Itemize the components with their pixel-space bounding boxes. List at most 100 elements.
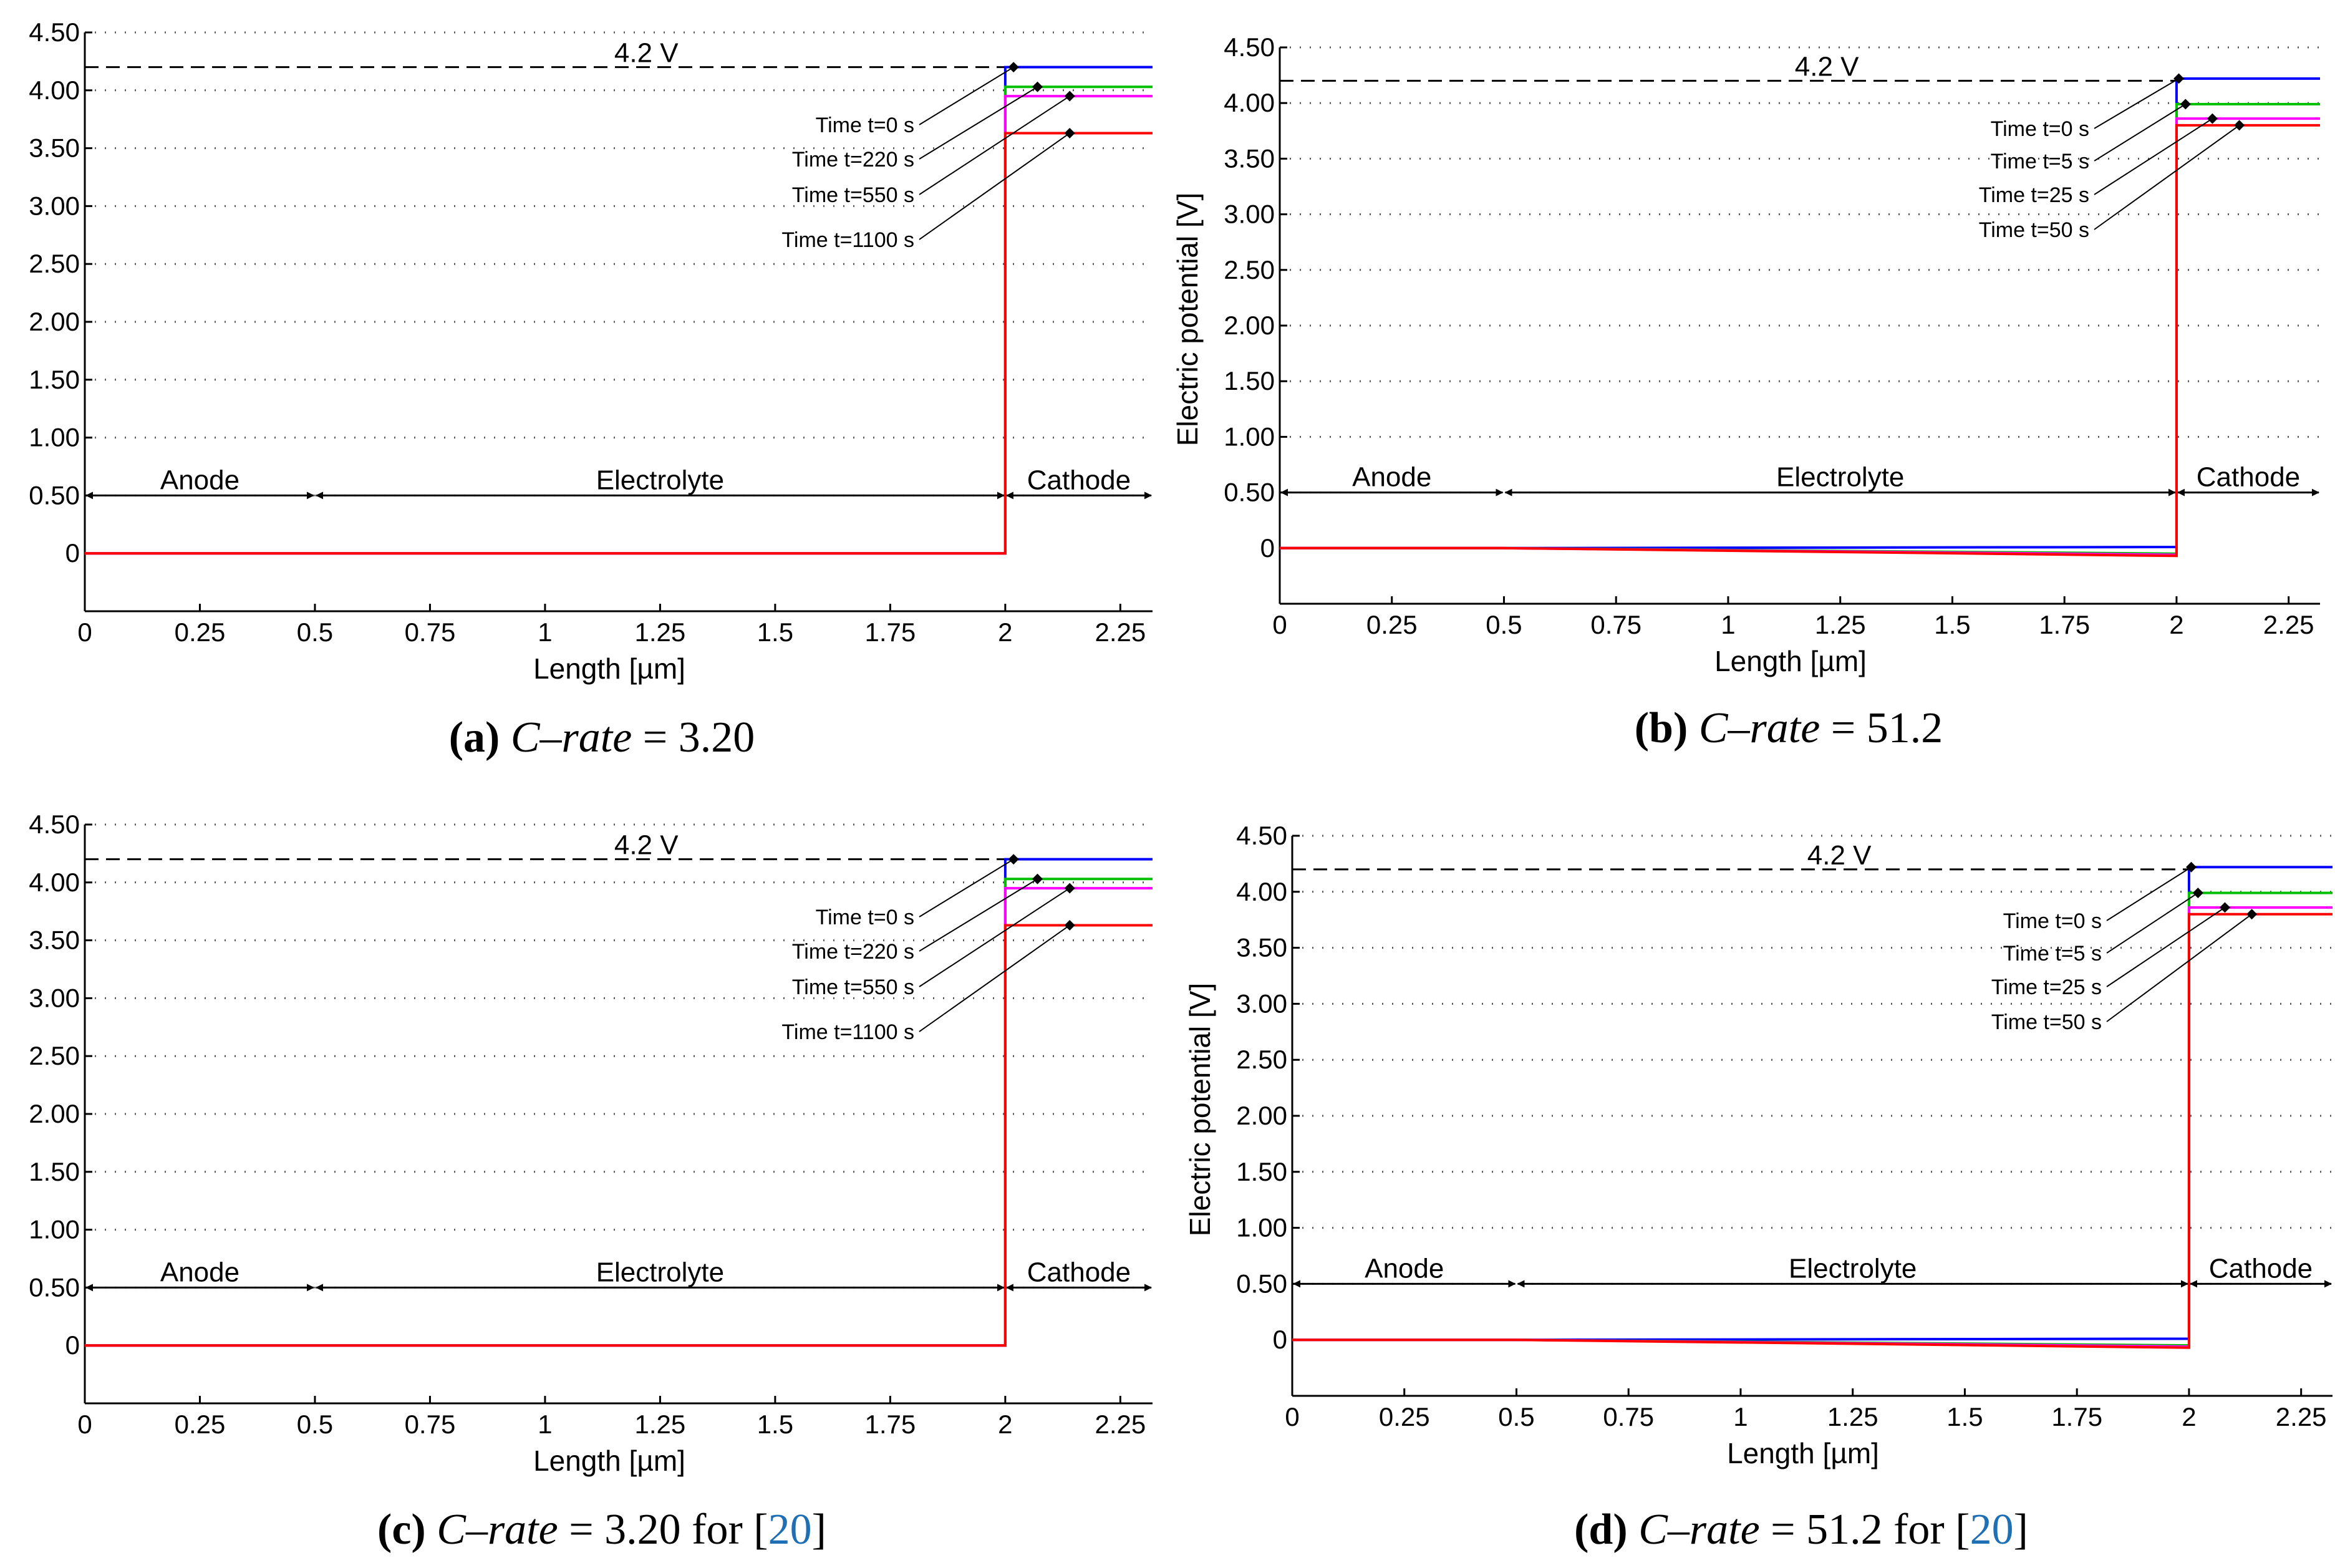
caption-d: (d) C–rate = 51.2 for [20]	[1574, 1506, 2028, 1554]
y-tick-label: 2.50	[1224, 255, 1275, 284]
y-tick-label: 3.00	[29, 191, 80, 220]
y-tick-label: 4.00	[1224, 88, 1275, 117]
caption-rate: C–rate	[437, 1506, 558, 1554]
y-tick-label: 0.50	[29, 1272, 80, 1302]
caption-bracket: ]	[2014, 1506, 2028, 1554]
series-annotation: Time t=5 s	[2003, 942, 2102, 965]
annotation-leader	[2094, 104, 2186, 162]
y-tick-label: 0	[65, 538, 80, 568]
annotation-marker	[1008, 854, 1019, 865]
annotation-marker	[1032, 873, 1043, 884]
x-tick-label: 2	[2182, 1402, 2196, 1431]
x-tick-label: 0.75	[405, 617, 456, 647]
series-annotation: Time t=1100 s	[781, 1020, 914, 1044]
y-tick-label: 3.50	[29, 133, 80, 163]
caption-rate: C–rate	[1699, 704, 1820, 752]
x-tick-label: 1	[538, 617, 552, 647]
y-tick-label: 1.00	[29, 423, 80, 452]
x-tick-label: 0.25	[175, 617, 226, 647]
series-annotation: Time t=25 s	[1991, 975, 2102, 999]
x-tick-label: 2.25	[1095, 617, 1146, 647]
caption-rate: C–rate	[1638, 1506, 1759, 1554]
y-tick-label: 0.50	[29, 480, 80, 510]
x-axis-label: Length [µm]	[533, 1445, 685, 1477]
y-tick-label: 1.50	[29, 365, 80, 394]
y-tick-label: 2.00	[29, 307, 80, 336]
series-annotation: Time t=550 s	[792, 975, 914, 999]
annotation-marker	[1008, 62, 1019, 73]
y-tick-label: 0	[1260, 533, 1275, 563]
region-label-cathode: Cathode	[2197, 462, 2300, 493]
annotation-leader	[2106, 892, 2198, 954]
chart-panel-a: 0 0.50 1.00 1.50 2.00 2.50 3.00 3.50 4.00 4.50 0 0.…	[29, 17, 1153, 762]
region-label-electrolyte: Electrolyte	[596, 1257, 724, 1287]
x-tick-label: 0.75	[405, 1410, 456, 1439]
voltage-label: 4.2 V	[1807, 840, 1872, 871]
x-tick-label: 0	[1272, 610, 1287, 639]
x-tick-label: 1.75	[2051, 1402, 2102, 1431]
series-annotation: Time t=5 s	[1991, 150, 2089, 173]
caption-value: = 51.2 for [	[1760, 1506, 1970, 1554]
x-tick-label: 1.75	[2039, 610, 2090, 639]
region-label-cathode: Cathode	[1027, 465, 1131, 495]
y-tick-label: 4.50	[29, 810, 80, 839]
annotation-leader	[2106, 913, 2253, 1022]
y-axis-label: Electric potential [V]	[1171, 193, 1204, 447]
y-tick-label: 2.00	[1224, 311, 1275, 340]
y-tick-label: 4.50	[1236, 821, 1287, 850]
x-tick-label: 2	[998, 617, 1012, 647]
caption-a: (a) C–rate = 3.20	[449, 714, 755, 762]
y-tick-label: 1.50	[1224, 366, 1275, 395]
x-tick-label: 1.5	[757, 1410, 793, 1439]
x-axis-label: Length [µm]	[1727, 1437, 1879, 1469]
annotation-marker	[1064, 883, 1075, 894]
series-annotation: Time t=50 s	[1979, 218, 2089, 242]
x-tick-label: 2.25	[2276, 1402, 2327, 1431]
x-tick-label: 1.5	[1946, 1402, 1983, 1431]
annotation-leader	[919, 132, 1070, 240]
caption-b: (b) C–rate = 51.2	[1635, 704, 1943, 752]
annotation-marker	[1064, 90, 1075, 102]
x-tick-label: 1.75	[865, 1410, 916, 1439]
chart-panel-c: 0 0.50 1.00 1.50 2.00 2.50 3.00 3.50 4.00 4.50 0 0.…	[29, 810, 1153, 1554]
y-tick-label: 3.50	[29, 926, 80, 955]
citation-link[interactable]: 20	[768, 1506, 812, 1554]
series-annotation: Time t=1100 s	[781, 228, 914, 252]
x-tick-label: 0	[77, 617, 92, 647]
x-tick-label: 1.25	[635, 1410, 686, 1439]
series-annotation: Time t=220 s	[792, 148, 914, 172]
x-axis-label: Length [µm]	[1714, 645, 1867, 677]
x-tick-label: 2.25	[2263, 610, 2314, 639]
y-tick-label: 2.00	[29, 1099, 80, 1128]
y-tick-label: 1.00	[1224, 422, 1275, 451]
annotation-marker	[2192, 888, 2203, 899]
annotation-marker	[1064, 127, 1075, 138]
x-tick-label: 1.25	[635, 617, 686, 647]
x-tick-label: 0.75	[1603, 1402, 1654, 1431]
x-tick-label: 0	[77, 1410, 92, 1439]
x-tick-label: 0	[1285, 1402, 1299, 1431]
annotation-leader	[919, 66, 1014, 125]
region-label-electrolyte: Electrolyte	[1776, 462, 1904, 493]
x-tick-label: 2.25	[1095, 1410, 1146, 1439]
region-label-anode: Anode	[1365, 1253, 1444, 1284]
series-line	[85, 924, 1153, 1347]
x-tick-label: 0.25	[175, 1410, 226, 1439]
region-label-electrolyte: Electrolyte	[596, 465, 724, 495]
series-annotation: Time t=0 s	[1991, 117, 2089, 141]
annotation-marker	[2173, 73, 2185, 84]
annotation-marker	[2186, 861, 2197, 873]
caption-value: = 3.20	[632, 714, 755, 762]
series-annotation: Time t=0 s	[816, 906, 914, 929]
annotation-marker	[2246, 909, 2258, 920]
annotation-leader	[2106, 907, 2226, 987]
x-tick-label: 1.75	[865, 617, 916, 647]
annotation-leader	[2106, 866, 2192, 921]
y-tick-label: 4.00	[29, 75, 80, 105]
y-tick-label: 2.00	[1236, 1101, 1287, 1130]
series-annotation: Time t=550 s	[792, 183, 914, 207]
citation-link[interactable]: 20	[1970, 1506, 2014, 1554]
series-annotation: Time t=0 s	[816, 114, 914, 137]
caption-label: (a)	[449, 714, 511, 762]
